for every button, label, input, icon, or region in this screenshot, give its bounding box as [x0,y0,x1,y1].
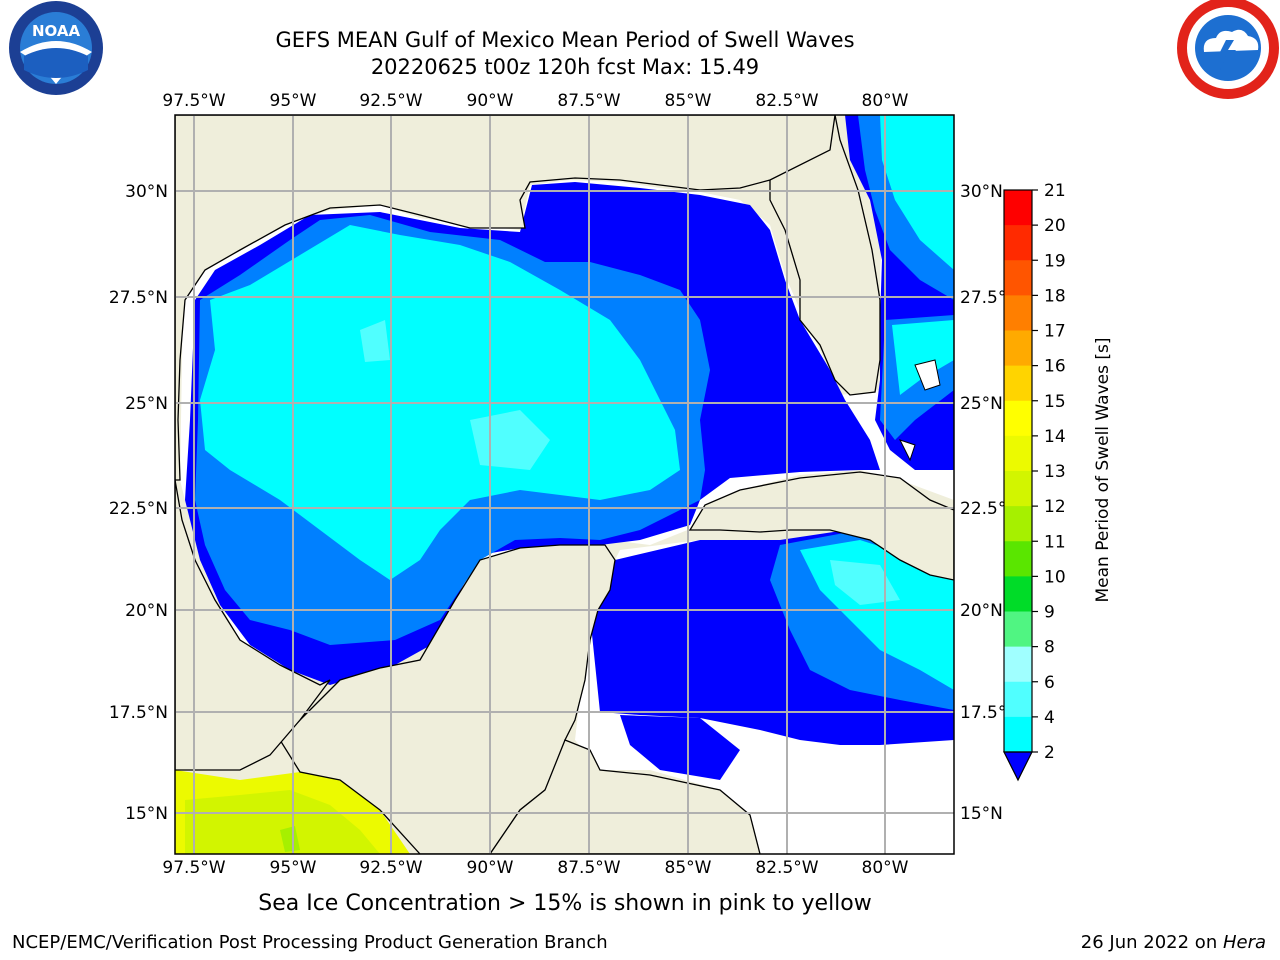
colorbar-segment [1004,716,1032,753]
colorbar-tick-label: 14 [1044,427,1066,447]
lat-label: 20°N [960,601,1003,621]
lon-label: 90°W [467,858,514,878]
lon-label: 95°W [270,858,317,878]
colorbar-segment [1004,611,1032,648]
colorbar-segment [1004,330,1032,367]
graticule [175,115,954,854]
colorbar-segment [1004,400,1032,437]
sea-ice-caption: Sea Ice Concentration > 15% is shown in … [258,891,872,916]
colorbar-tick-label: 21 [1044,181,1066,201]
colorbar-segment [1004,681,1032,718]
footer-date-text: 26 Jun 2022 on [1080,932,1223,953]
noaa-logo-text: NOAA [32,22,81,40]
swell-12s-pacific [280,826,300,852]
lat-labels-left: 30°N 27.5°N 25°N 22.5°N 20°N 17.5°N 15°N [109,182,168,824]
colorbar-segment [1004,576,1032,612]
colorbar-segment [1004,295,1032,331]
lon-labels-top: 97.5°W 95°W 92.5°W 90°W 87.5°W 85°W 82.5… [162,91,908,111]
colorbar-tick-label: 11 [1044,532,1066,552]
lat-label: 17.5°N [109,703,168,723]
lon-label: 80°W [862,858,909,878]
swell-2s-caribbean-south [620,715,740,780]
lon-label: 90°W [467,91,514,111]
colorbar-tick-label: 19 [1044,251,1066,271]
colorbar-tick-label: 18 [1044,286,1066,306]
lon-label: 85°W [665,858,712,878]
footer-branch: NCEP/EMC/Verification Post Processing Pr… [12,932,608,953]
lon-label: 95°W [270,91,317,111]
colorbar-segment [1004,646,1032,683]
land-north-gulf-coast [175,115,836,481]
noaa-logo: NOAA [9,1,103,95]
lon-label: 97.5°W [162,858,225,878]
lat-label: 25°N [125,394,168,414]
swell-13s-pacific [185,790,380,854]
swell-6s-florida-straits [892,320,954,395]
lon-label: 87.5°W [557,858,620,878]
colorbar-tick-label: 15 [1044,392,1066,412]
lat-label: 30°N [125,182,168,202]
lon-labels-bottom: 97.5°W 95°W 92.5°W 90°W 87.5°W 85°W 82.5… [162,858,908,878]
land-central-america [489,739,761,854]
lat-label: 22.5°N [109,499,168,519]
swell-8s-patches [360,320,900,605]
colorbar-tick-label: 13 [1044,462,1066,482]
land-florida [769,115,881,396]
map-frame [174,114,955,855]
colorbar-tick-label: 20 [1044,216,1066,236]
land-bahamas [899,359,941,462]
colorbar-tick-label: 10 [1044,567,1066,587]
lon-label: 87.5°W [557,91,620,111]
colorbar-tick-label: 17 [1044,322,1066,342]
map-title: GEFS MEAN Gulf of Mexico Mean Period of … [275,28,855,52]
lon-label: 92.5°W [359,858,422,878]
colorbar-tick-label: 4 [1044,708,1055,728]
swell-6s-atlantic [880,115,954,270]
lat-label: 27.5°N [109,288,168,308]
colorbar-tick-label: 16 [1044,357,1066,377]
colorbar-segment [1004,435,1032,472]
colorbar-tick-label: 2 [1044,743,1055,763]
colorbar-segment [1004,260,1032,296]
colorbar-segment [1004,471,1032,507]
map-subtitle: 20220625 t00z 120h fcst Max: 15.49 [370,55,760,79]
colorbar-tick-label: 12 [1044,497,1066,517]
colorbar-tick-label: 9 [1044,603,1055,623]
lat-label: 20°N [125,601,168,621]
colorbar: 21 20 19 18 17 16 15 14 13 12 11 10 9 8 6 4 2 [1003,181,1066,782]
colorbar-tick-label: 6 [1044,673,1055,693]
footer-host: Hera [1222,932,1266,953]
colorbar-extend-arrow [1003,751,1033,782]
lon-label: 82.5°W [755,91,818,111]
land-cuba [688,471,954,581]
colorbar-segment [1004,541,1032,577]
colorbar-segment [1004,190,1032,226]
lon-label: 85°W [665,91,712,111]
colorbar-segment [1004,225,1032,261]
lat-label: 30°N [960,182,1003,202]
footer-date: 26 Jun 2022 on Hera [1081,932,1266,953]
lat-label: 15°N [960,804,1003,824]
lat-label: 25°N [960,394,1003,414]
colorbar-segment [1004,365,1032,402]
lon-label: 80°W [862,91,909,111]
nws-logo [1177,0,1279,99]
colorbar-segment [1004,506,1032,542]
colorbar-tick-label: 8 [1044,638,1055,658]
lon-label: 92.5°W [359,91,422,111]
colorbar-label: Mean Period of Swell Waves [s] [1093,338,1113,603]
lat-label: 15°N [125,804,168,824]
lon-label: 82.5°W [755,858,818,878]
lon-label: 97.5°W [162,91,225,111]
